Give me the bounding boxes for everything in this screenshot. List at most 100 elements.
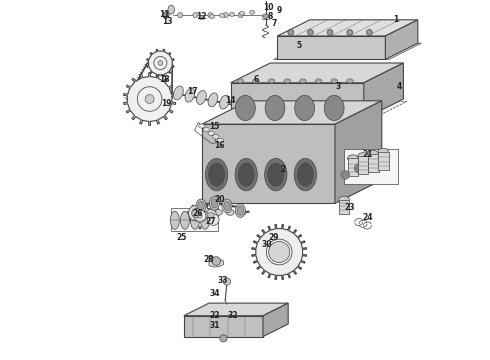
Circle shape (154, 57, 167, 69)
Polygon shape (231, 63, 403, 83)
Ellipse shape (196, 91, 206, 104)
Text: 12: 12 (196, 13, 207, 22)
Text: 26: 26 (192, 209, 203, 217)
Ellipse shape (209, 197, 220, 210)
Ellipse shape (368, 150, 379, 158)
Circle shape (178, 13, 183, 18)
Ellipse shape (237, 79, 244, 83)
Bar (339, 200, 349, 214)
Circle shape (347, 30, 353, 35)
Ellipse shape (324, 95, 344, 121)
Ellipse shape (238, 163, 254, 186)
Circle shape (208, 214, 219, 225)
Ellipse shape (347, 79, 353, 83)
Ellipse shape (229, 13, 235, 17)
Ellipse shape (238, 210, 246, 215)
Ellipse shape (347, 155, 358, 162)
Ellipse shape (269, 79, 275, 83)
Polygon shape (277, 20, 418, 36)
Ellipse shape (331, 79, 338, 83)
Bar (171, 208, 218, 231)
Text: 28: 28 (204, 255, 214, 264)
Ellipse shape (203, 127, 210, 132)
Ellipse shape (224, 201, 230, 211)
Polygon shape (386, 20, 418, 59)
Ellipse shape (209, 15, 215, 19)
Circle shape (194, 210, 206, 222)
Ellipse shape (249, 10, 255, 14)
Polygon shape (202, 124, 335, 203)
Polygon shape (277, 36, 386, 59)
Circle shape (137, 87, 162, 111)
Ellipse shape (215, 210, 222, 215)
Ellipse shape (200, 211, 210, 229)
Ellipse shape (236, 95, 255, 121)
Ellipse shape (267, 105, 288, 120)
Ellipse shape (171, 211, 179, 229)
Text: 33: 33 (218, 276, 228, 285)
Text: 31: 31 (209, 321, 220, 330)
Text: 17: 17 (188, 87, 198, 96)
Ellipse shape (294, 158, 317, 191)
Circle shape (238, 13, 243, 18)
Circle shape (193, 13, 198, 18)
Text: 34: 34 (210, 289, 220, 298)
Ellipse shape (173, 86, 183, 100)
Polygon shape (123, 73, 176, 125)
Circle shape (354, 164, 363, 172)
Polygon shape (263, 303, 288, 337)
Circle shape (189, 205, 204, 221)
Ellipse shape (297, 163, 314, 186)
Bar (368, 154, 379, 172)
Ellipse shape (185, 88, 195, 102)
Circle shape (220, 335, 227, 342)
Circle shape (198, 214, 202, 218)
Ellipse shape (237, 206, 244, 215)
Polygon shape (147, 49, 174, 77)
Ellipse shape (378, 148, 389, 156)
Text: 23: 23 (344, 202, 355, 212)
Ellipse shape (298, 105, 319, 120)
Ellipse shape (209, 163, 225, 186)
Ellipse shape (205, 158, 228, 191)
Text: 15: 15 (209, 122, 220, 131)
Circle shape (192, 208, 201, 218)
Text: 4: 4 (397, 82, 402, 91)
Text: 30: 30 (261, 240, 272, 249)
Ellipse shape (208, 93, 218, 107)
Ellipse shape (339, 196, 349, 203)
Ellipse shape (358, 153, 368, 160)
Ellipse shape (198, 201, 204, 211)
Circle shape (327, 30, 333, 35)
Ellipse shape (265, 95, 285, 121)
Ellipse shape (235, 158, 257, 191)
Ellipse shape (208, 131, 215, 135)
Text: 5: 5 (296, 41, 301, 50)
Circle shape (212, 257, 220, 265)
Text: 20: 20 (215, 195, 225, 204)
Circle shape (288, 30, 294, 35)
Ellipse shape (222, 199, 232, 213)
Circle shape (368, 157, 376, 166)
Ellipse shape (235, 204, 245, 217)
Ellipse shape (329, 105, 350, 120)
Polygon shape (231, 83, 364, 119)
Ellipse shape (219, 14, 224, 18)
Polygon shape (252, 225, 307, 279)
Circle shape (267, 239, 292, 265)
Polygon shape (274, 43, 421, 59)
Text: 22: 22 (209, 310, 220, 320)
Text: 3: 3 (336, 82, 341, 91)
Text: 13: 13 (162, 17, 172, 26)
Polygon shape (188, 203, 212, 229)
Ellipse shape (316, 79, 322, 83)
Circle shape (308, 30, 313, 35)
Circle shape (367, 30, 372, 35)
Ellipse shape (240, 12, 245, 15)
Circle shape (163, 12, 169, 18)
Text: 6: 6 (253, 75, 258, 84)
Text: 11: 11 (159, 10, 169, 19)
Text: 18: 18 (159, 75, 170, 84)
Circle shape (208, 13, 213, 18)
Ellipse shape (168, 5, 174, 14)
